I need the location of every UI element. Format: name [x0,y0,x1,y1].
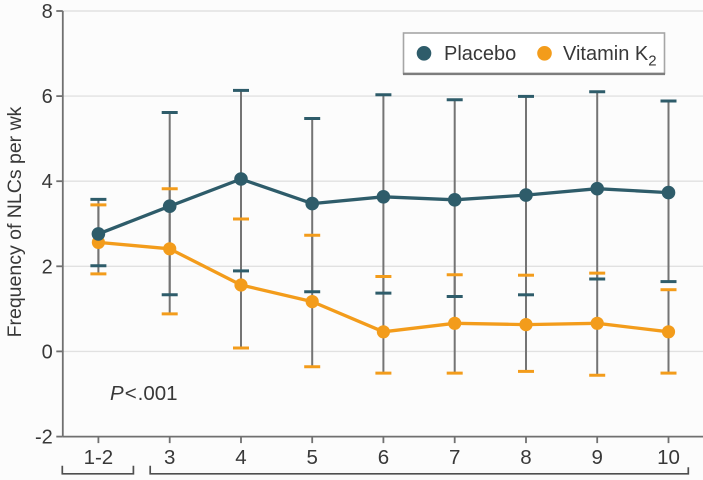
svg-text:2: 2 [42,256,53,278]
svg-text:8: 8 [520,446,531,469]
svg-text:Frequency of NLCs per wk: Frequency of NLCs per wk [4,106,26,337]
svg-text:0: 0 [42,341,53,363]
svg-text:1-2: 1-2 [84,446,114,469]
svg-text:5: 5 [306,446,317,469]
svg-text:Placebo: Placebo [444,43,516,65]
svg-text:6: 6 [42,86,53,108]
svg-text:7: 7 [449,446,460,469]
svg-text:4: 4 [235,446,246,469]
svg-text:-2: -2 [35,427,53,449]
svg-text:9: 9 [591,446,602,469]
svg-text:3: 3 [164,446,175,469]
svg-text:8: 8 [42,1,53,23]
svg-text:10: 10 [657,446,680,469]
svg-text:6: 6 [378,446,389,469]
svg-text:4: 4 [42,171,53,193]
svg-text:P<.001: P<.001 [110,382,178,405]
